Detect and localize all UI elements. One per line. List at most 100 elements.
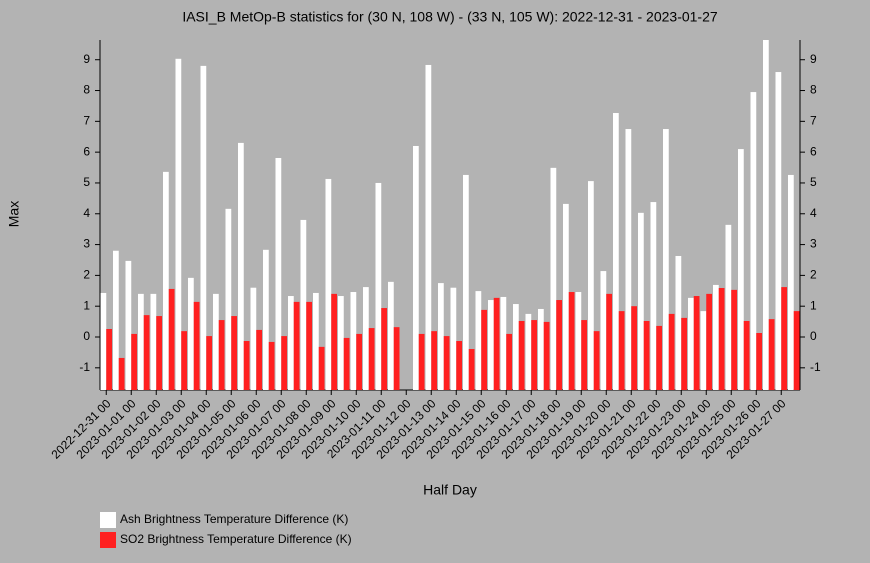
bar: [731, 289, 737, 390]
bar: [713, 284, 719, 390]
bar: [706, 293, 712, 390]
bar: [618, 311, 625, 390]
y-tick-label: 0: [83, 329, 90, 343]
bar: [163, 171, 169, 390]
bar: [556, 300, 562, 390]
bar: [650, 202, 657, 390]
y2-tick-label: 3: [810, 237, 817, 251]
bar: [143, 315, 150, 390]
legend-swatch: [100, 532, 116, 548]
x-axis-label: Half Day: [423, 482, 477, 498]
bar: [481, 309, 487, 390]
bar: [256, 329, 262, 390]
bar: [550, 167, 557, 390]
bar: [500, 296, 507, 390]
bar: [506, 333, 512, 390]
bar: [788, 174, 794, 390]
y2-tick-label: 0: [810, 329, 817, 343]
bar: [125, 260, 132, 390]
bar: [463, 174, 469, 390]
bar: [325, 178, 332, 390]
bar: [413, 145, 419, 390]
bar: [613, 113, 619, 391]
bar: [213, 293, 219, 390]
y-tick-label: 4: [83, 206, 90, 220]
bar: [600, 271, 607, 390]
y2-tick-label: 2: [810, 268, 817, 282]
bar: [225, 208, 232, 390]
bar: [631, 306, 637, 390]
bar: [425, 64, 432, 390]
bar: [306, 301, 312, 390]
bar: [343, 337, 350, 390]
bar: [738, 149, 744, 390]
legend-label: Ash Brightness Temperature Difference (K…: [120, 512, 348, 526]
bar: [250, 287, 257, 390]
y-tick-label: 9: [83, 52, 90, 66]
bar: [700, 311, 707, 390]
bar: [693, 296, 700, 390]
bar: [538, 308, 544, 390]
bar: [531, 320, 537, 390]
y-tick-label: 6: [83, 144, 90, 158]
bar: [175, 58, 182, 391]
bar: [150, 293, 157, 390]
y-tick-label: 3: [83, 237, 90, 251]
bar: [206, 336, 212, 390]
bar: [318, 346, 325, 390]
bar: [118, 357, 125, 390]
bar: [275, 158, 282, 390]
bar: [218, 320, 225, 390]
bar: [438, 283, 444, 390]
bar: [488, 300, 494, 390]
bar: [513, 304, 519, 390]
y-tick-label: 8: [83, 83, 90, 97]
bar: [781, 287, 787, 390]
bar: [663, 129, 669, 390]
bar: [388, 281, 394, 390]
bar: [368, 328, 375, 390]
bar: [543, 321, 550, 390]
y-tick-label: -1: [79, 360, 90, 374]
bar: [493, 297, 500, 390]
bar: [243, 341, 250, 390]
bar: [606, 293, 612, 390]
bar: [313, 292, 319, 390]
bar: [643, 320, 650, 390]
y-tick-label: 7: [83, 114, 90, 128]
bar: [381, 308, 387, 390]
y2-tick-label: 6: [810, 144, 817, 158]
legend-label: SO2 Brightness Temperature Difference (K…: [120, 532, 352, 546]
bar: [525, 313, 532, 390]
bar: [581, 320, 587, 390]
bar: [756, 333, 762, 390]
bar: [113, 250, 119, 390]
bar: [675, 255, 682, 390]
bar: [288, 296, 294, 390]
bar: [456, 341, 462, 390]
y2-tick-label: 4: [810, 206, 817, 220]
bar: [768, 319, 775, 390]
y-tick-label: 5: [83, 175, 90, 189]
bar: [363, 287, 369, 390]
bar: [200, 65, 207, 390]
bar: [300, 219, 307, 390]
bar: [106, 328, 112, 390]
legend-swatch: [100, 512, 116, 528]
bar: [668, 313, 675, 390]
bar: [625, 129, 632, 390]
y2-tick-label: 8: [810, 83, 817, 97]
bar: [138, 293, 144, 390]
y2-tick-label: -1: [810, 360, 821, 374]
bar: [281, 336, 287, 390]
bar: [356, 333, 362, 390]
bar: [563, 203, 569, 390]
bar: [575, 292, 582, 390]
bar: [518, 320, 525, 390]
bar: [393, 327, 400, 390]
bar: [293, 301, 300, 390]
y-tick-label: 1: [83, 298, 90, 312]
y2-tick-label: 1: [810, 298, 817, 312]
bar: [475, 291, 482, 390]
